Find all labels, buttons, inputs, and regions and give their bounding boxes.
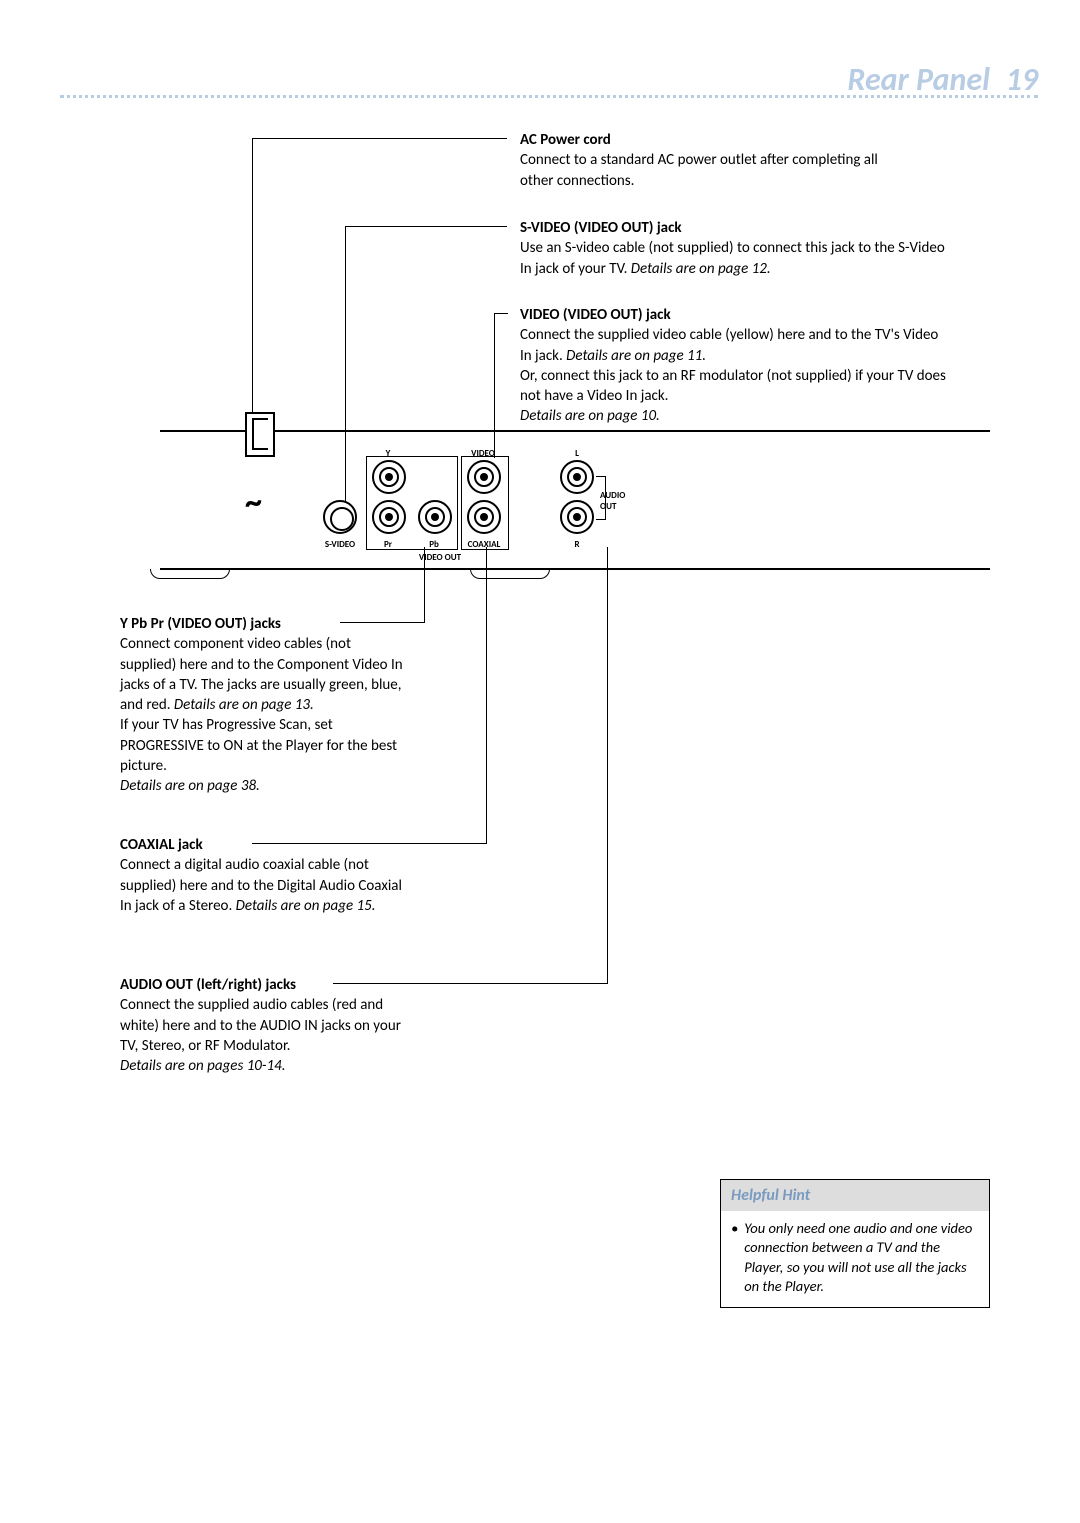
callout-title: S-VIDEO (VIDEO OUT) jack: [520, 218, 950, 238]
callout-title: COAXIAL jack: [120, 835, 410, 855]
callout-body: Connect a digital audio coaxial cable (n…: [120, 855, 410, 916]
pb-jack-icon: [418, 500, 452, 534]
svideo-jack-icon: [323, 500, 357, 534]
jack-label: Y: [378, 448, 398, 459]
leader-line: [252, 843, 487, 844]
leader-line: [252, 138, 253, 431]
leader-line: [424, 547, 425, 623]
ac-symbol: ~: [245, 482, 262, 523]
jack-label: VIDEO: [463, 448, 503, 459]
video-jack-icon: [467, 460, 501, 494]
leader-line: [333, 983, 608, 984]
leader-line: [345, 226, 507, 227]
jack-label: Pb: [424, 539, 444, 550]
leader-line: [494, 313, 508, 314]
jack-label: AUDIO OUT: [600, 490, 640, 512]
audio-bracket: [596, 476, 606, 520]
jack-label: S-VIDEO: [314, 539, 366, 550]
page-number: 19: [1006, 60, 1038, 99]
callout-coaxial: COAXIAL jack Connect a digital audio coa…: [120, 835, 410, 916]
leader-line: [607, 547, 608, 984]
device-rear-panel: ~ S-VIDEO Y Pr Pb VIDEO COAXIAL VIDEO OU…: [160, 430, 990, 570]
header-divider: [60, 95, 1038, 98]
callout-svideo: S-VIDEO (VIDEO OUT) jack Use an S-video …: [520, 218, 950, 279]
jack-label: COAXIAL: [460, 539, 508, 550]
callout-video: VIDEO (VIDEO OUT) jack Connect the suppl…: [520, 305, 950, 427]
callout-ypbpr: Y Pb Pr (VIDEO OUT) jacks Connect compon…: [120, 614, 410, 796]
pr-jack-icon: [372, 500, 406, 534]
device-foot: [470, 569, 550, 579]
callout-body: Connect the supplied video cable (yellow…: [520, 325, 950, 426]
hint-header: Helpful Hint: [721, 1180, 989, 1211]
jack-label: R: [570, 539, 584, 550]
coaxial-jack-icon: [467, 500, 501, 534]
callout-ref: Details are on pages 10-14.: [120, 1056, 410, 1076]
callout-body: Connect the supplied audio cables (red a…: [120, 995, 410, 1056]
device-foot: [150, 569, 230, 579]
leader-line: [252, 138, 507, 139]
hint-body: •You only need one audio and one video c…: [721, 1211, 989, 1307]
callout-body: Connect to a standard AC power outlet af…: [520, 150, 910, 191]
callout-title: Y Pb Pr (VIDEO OUT) jacks: [120, 614, 410, 634]
power-cord-icon: [245, 412, 275, 457]
callout-audio: AUDIO OUT (left/right) jacks Connect the…: [120, 975, 410, 1076]
callout-title: VIDEO (VIDEO OUT) jack: [520, 305, 950, 325]
callout-body: Connect component video cables (not supp…: [120, 634, 410, 796]
callout-ac-power: AC Power cord Connect to a standard AC p…: [520, 130, 910, 191]
leader-line: [340, 622, 425, 623]
audio-r-jack-icon: [560, 500, 594, 534]
audio-l-jack-icon: [560, 460, 594, 494]
jack-label: L: [570, 448, 584, 459]
jack-label: VIDEO OUT: [360, 552, 520, 563]
callout-body: Use an S-video cable (not supplied) to c…: [520, 238, 950, 279]
page-title: Rear Panel: [847, 60, 990, 99]
leader-line: [486, 547, 487, 844]
callout-title: AUDIO OUT (left/right) jacks: [120, 975, 410, 995]
jack-label: Pr: [378, 539, 398, 550]
callout-title: AC Power cord: [520, 130, 910, 150]
helpful-hint-box: Helpful Hint •You only need one audio an…: [720, 1179, 990, 1308]
y-jack-icon: [372, 460, 406, 494]
